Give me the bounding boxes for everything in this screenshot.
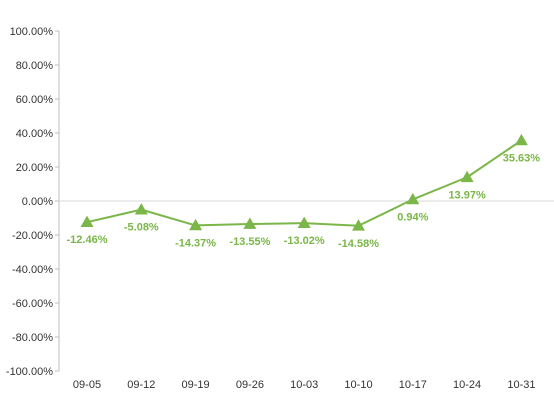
y-tick-label: -20.00%	[12, 230, 53, 242]
data-label: 13.97%	[448, 189, 486, 201]
series-line	[86, 139, 522, 227]
x-tick-label: 10-10	[344, 379, 372, 391]
data-point-marker	[514, 133, 528, 146]
x-tick-label: 10-24	[453, 379, 481, 391]
x-tick-label: 09-26	[236, 379, 264, 391]
data-point-marker	[189, 218, 203, 231]
data-label: -13.02%	[284, 235, 325, 247]
data-markers	[80, 133, 528, 231]
y-tick-label: -100.00%	[6, 366, 53, 378]
x-tick-label: 09-19	[182, 379, 210, 391]
x-tick-label: 10-03	[290, 379, 318, 391]
y-tick-label: 80.00%	[16, 60, 54, 72]
y-axis: 100.00% 80.00% 60.00% 40.00% 20.00% 0.00% -20.…	[6, 26, 60, 378]
y-tick-label: 20.00%	[16, 162, 54, 174]
y-tick-label: -80.00%	[12, 332, 53, 344]
data-label: 35.63%	[503, 152, 541, 164]
x-axis: 09-05 09-12 09-19 09-26 10-03 10-10 10-17 10-24…	[59, 200, 554, 391]
data-label: -14.58%	[338, 238, 379, 250]
data-label: -14.37%	[175, 237, 216, 249]
y-tick-label: -40.00%	[12, 264, 53, 276]
data-label: -12.46%	[67, 234, 108, 246]
data-point-marker	[134, 203, 148, 215]
data-point-marker	[352, 219, 365, 231]
series-line-group	[86, 139, 522, 227]
data-labels: -12.46% -5.08% -14.37% -13.55% -13.02% -14.58…	[67, 152, 541, 249]
x-tick-label: 09-12	[127, 379, 155, 391]
data-label: -13.55%	[229, 236, 270, 248]
y-tick-label: 60.00%	[16, 94, 54, 106]
y-tick-label: -60.00%	[12, 298, 53, 310]
x-tick-label: 09-05	[73, 379, 101, 391]
data-point-marker	[243, 217, 257, 229]
y-tick-label: 40.00%	[16, 128, 54, 140]
y-tick-label: 0.00%	[22, 196, 53, 208]
data-point-marker	[297, 216, 311, 229]
data-point-marker	[460, 170, 474, 183]
x-tick-label: 10-17	[399, 379, 427, 391]
data-label: -5.08%	[124, 222, 159, 234]
data-point-marker	[80, 215, 94, 228]
data-label: 0.94%	[397, 211, 428, 223]
y-tick-label: 100.00%	[10, 26, 54, 38]
x-tick-label: 10-31	[507, 379, 535, 391]
data-point-marker	[406, 192, 420, 205]
